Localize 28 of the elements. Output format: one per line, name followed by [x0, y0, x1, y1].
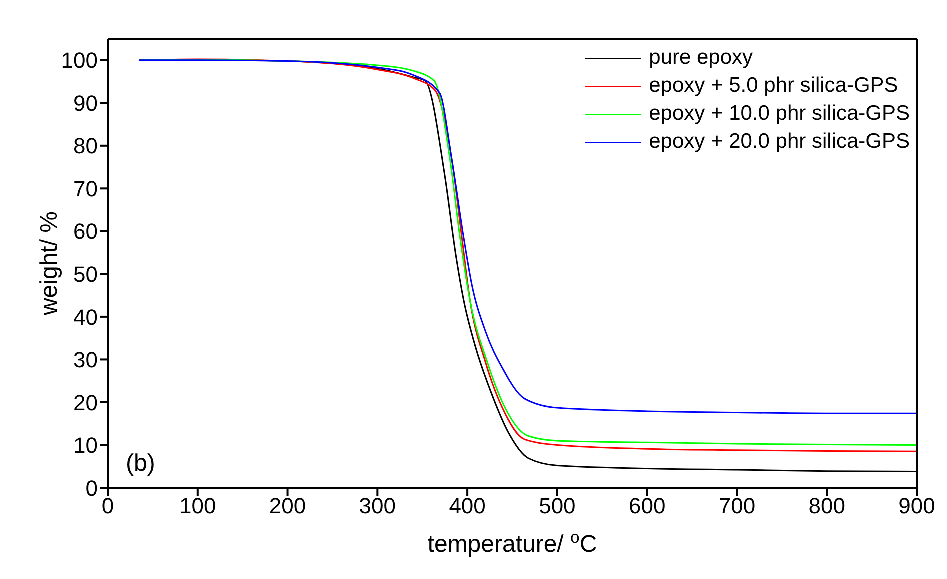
x-axis-title: temperature/ $^{o}$C: [428, 528, 598, 558]
legend-label: epoxy + 5.0 phr silica-GPS: [649, 73, 898, 99]
x-tick-label: 800: [808, 494, 846, 519]
y-tick-label: 100: [61, 48, 98, 74]
y-tick-label: 70: [74, 176, 98, 202]
legend-label: epoxy + 10.0 phr silica-GPS: [649, 101, 910, 127]
x-tick-label: 200: [269, 494, 306, 519]
y-tick-label: 80: [74, 134, 98, 159]
y-axis-title: weight/ %: [36, 211, 63, 317]
x-tick-label: 400: [449, 494, 486, 519]
x-tick-label: 900: [898, 494, 936, 519]
y-tick-label: 10: [74, 433, 98, 458]
y-tick-label: 0: [86, 476, 98, 501]
y-tick-label: 60: [74, 219, 98, 244]
y-tick-label: 50: [74, 262, 98, 287]
x-tick-label: 500: [539, 494, 576, 519]
x-tick-label: 300: [359, 494, 396, 519]
y-tick-label: 30: [74, 348, 98, 373]
y-tick-label: 20: [74, 390, 98, 416]
y-tick-label: 40: [74, 304, 98, 330]
y-tick-label: 90: [74, 90, 98, 116]
annotation: (b): [126, 450, 156, 478]
x-tick-label: 0: [102, 494, 114, 519]
legend-label: pure epoxy: [649, 45, 754, 71]
x-tick-label: 700: [718, 494, 756, 519]
legend-label: epoxy + 20.0 phr silica-GPS: [649, 129, 910, 155]
x-tick-label: 600: [628, 494, 666, 519]
x-tick-label: 100: [180, 494, 216, 519]
